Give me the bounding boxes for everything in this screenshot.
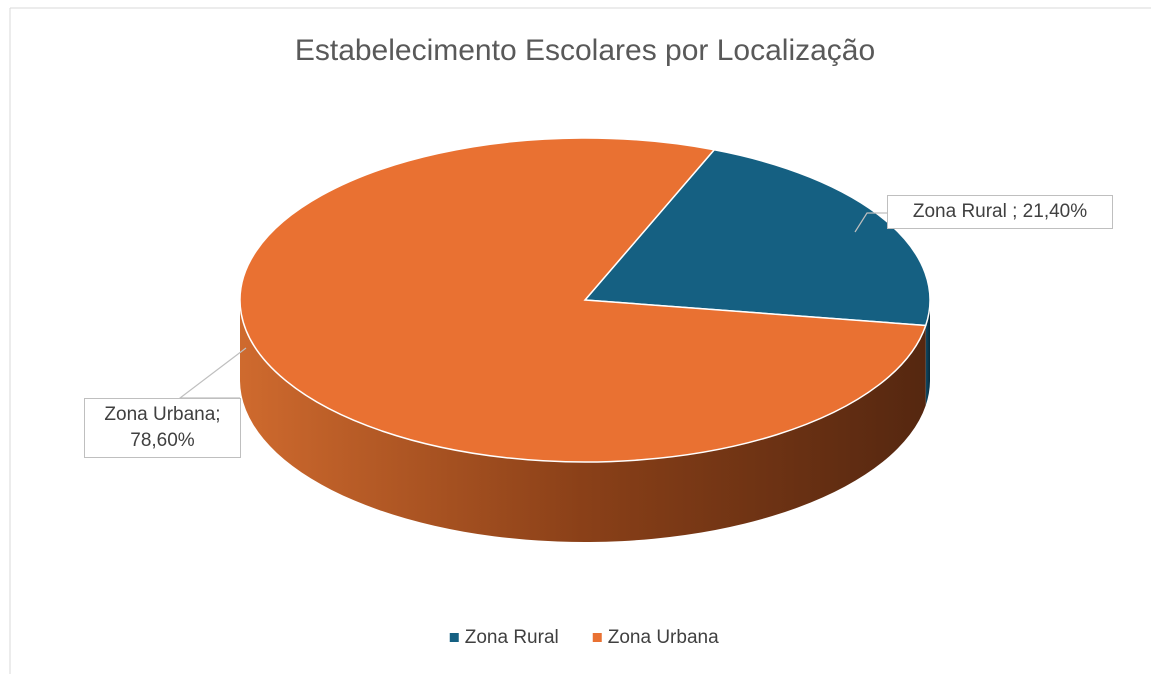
- pie: [239, 137, 931, 542]
- pie-slice: [239, 137, 927, 463]
- legend-swatch: [449, 633, 459, 642]
- legend-label: Zona Urbana: [608, 627, 719, 648]
- leader-line: [854, 212, 887, 233]
- legend: Zona Rural Zona Urbana: [449, 627, 719, 648]
- leader-line: [178, 347, 247, 399]
- pie-slice: [583, 148, 931, 327]
- pie-side: [240, 300, 926, 542]
- pie-side: [925, 300, 930, 406]
- legend-swatch: [592, 633, 602, 642]
- data-label: Zona Urbana; 78,60%: [84, 398, 241, 458]
- legend-label: Zona Rural: [465, 627, 559, 648]
- chart-title: Estabelecimento Escolares por Localizaçã…: [295, 34, 875, 67]
- data-label: Zona Rural ; 21,40%: [887, 195, 1113, 229]
